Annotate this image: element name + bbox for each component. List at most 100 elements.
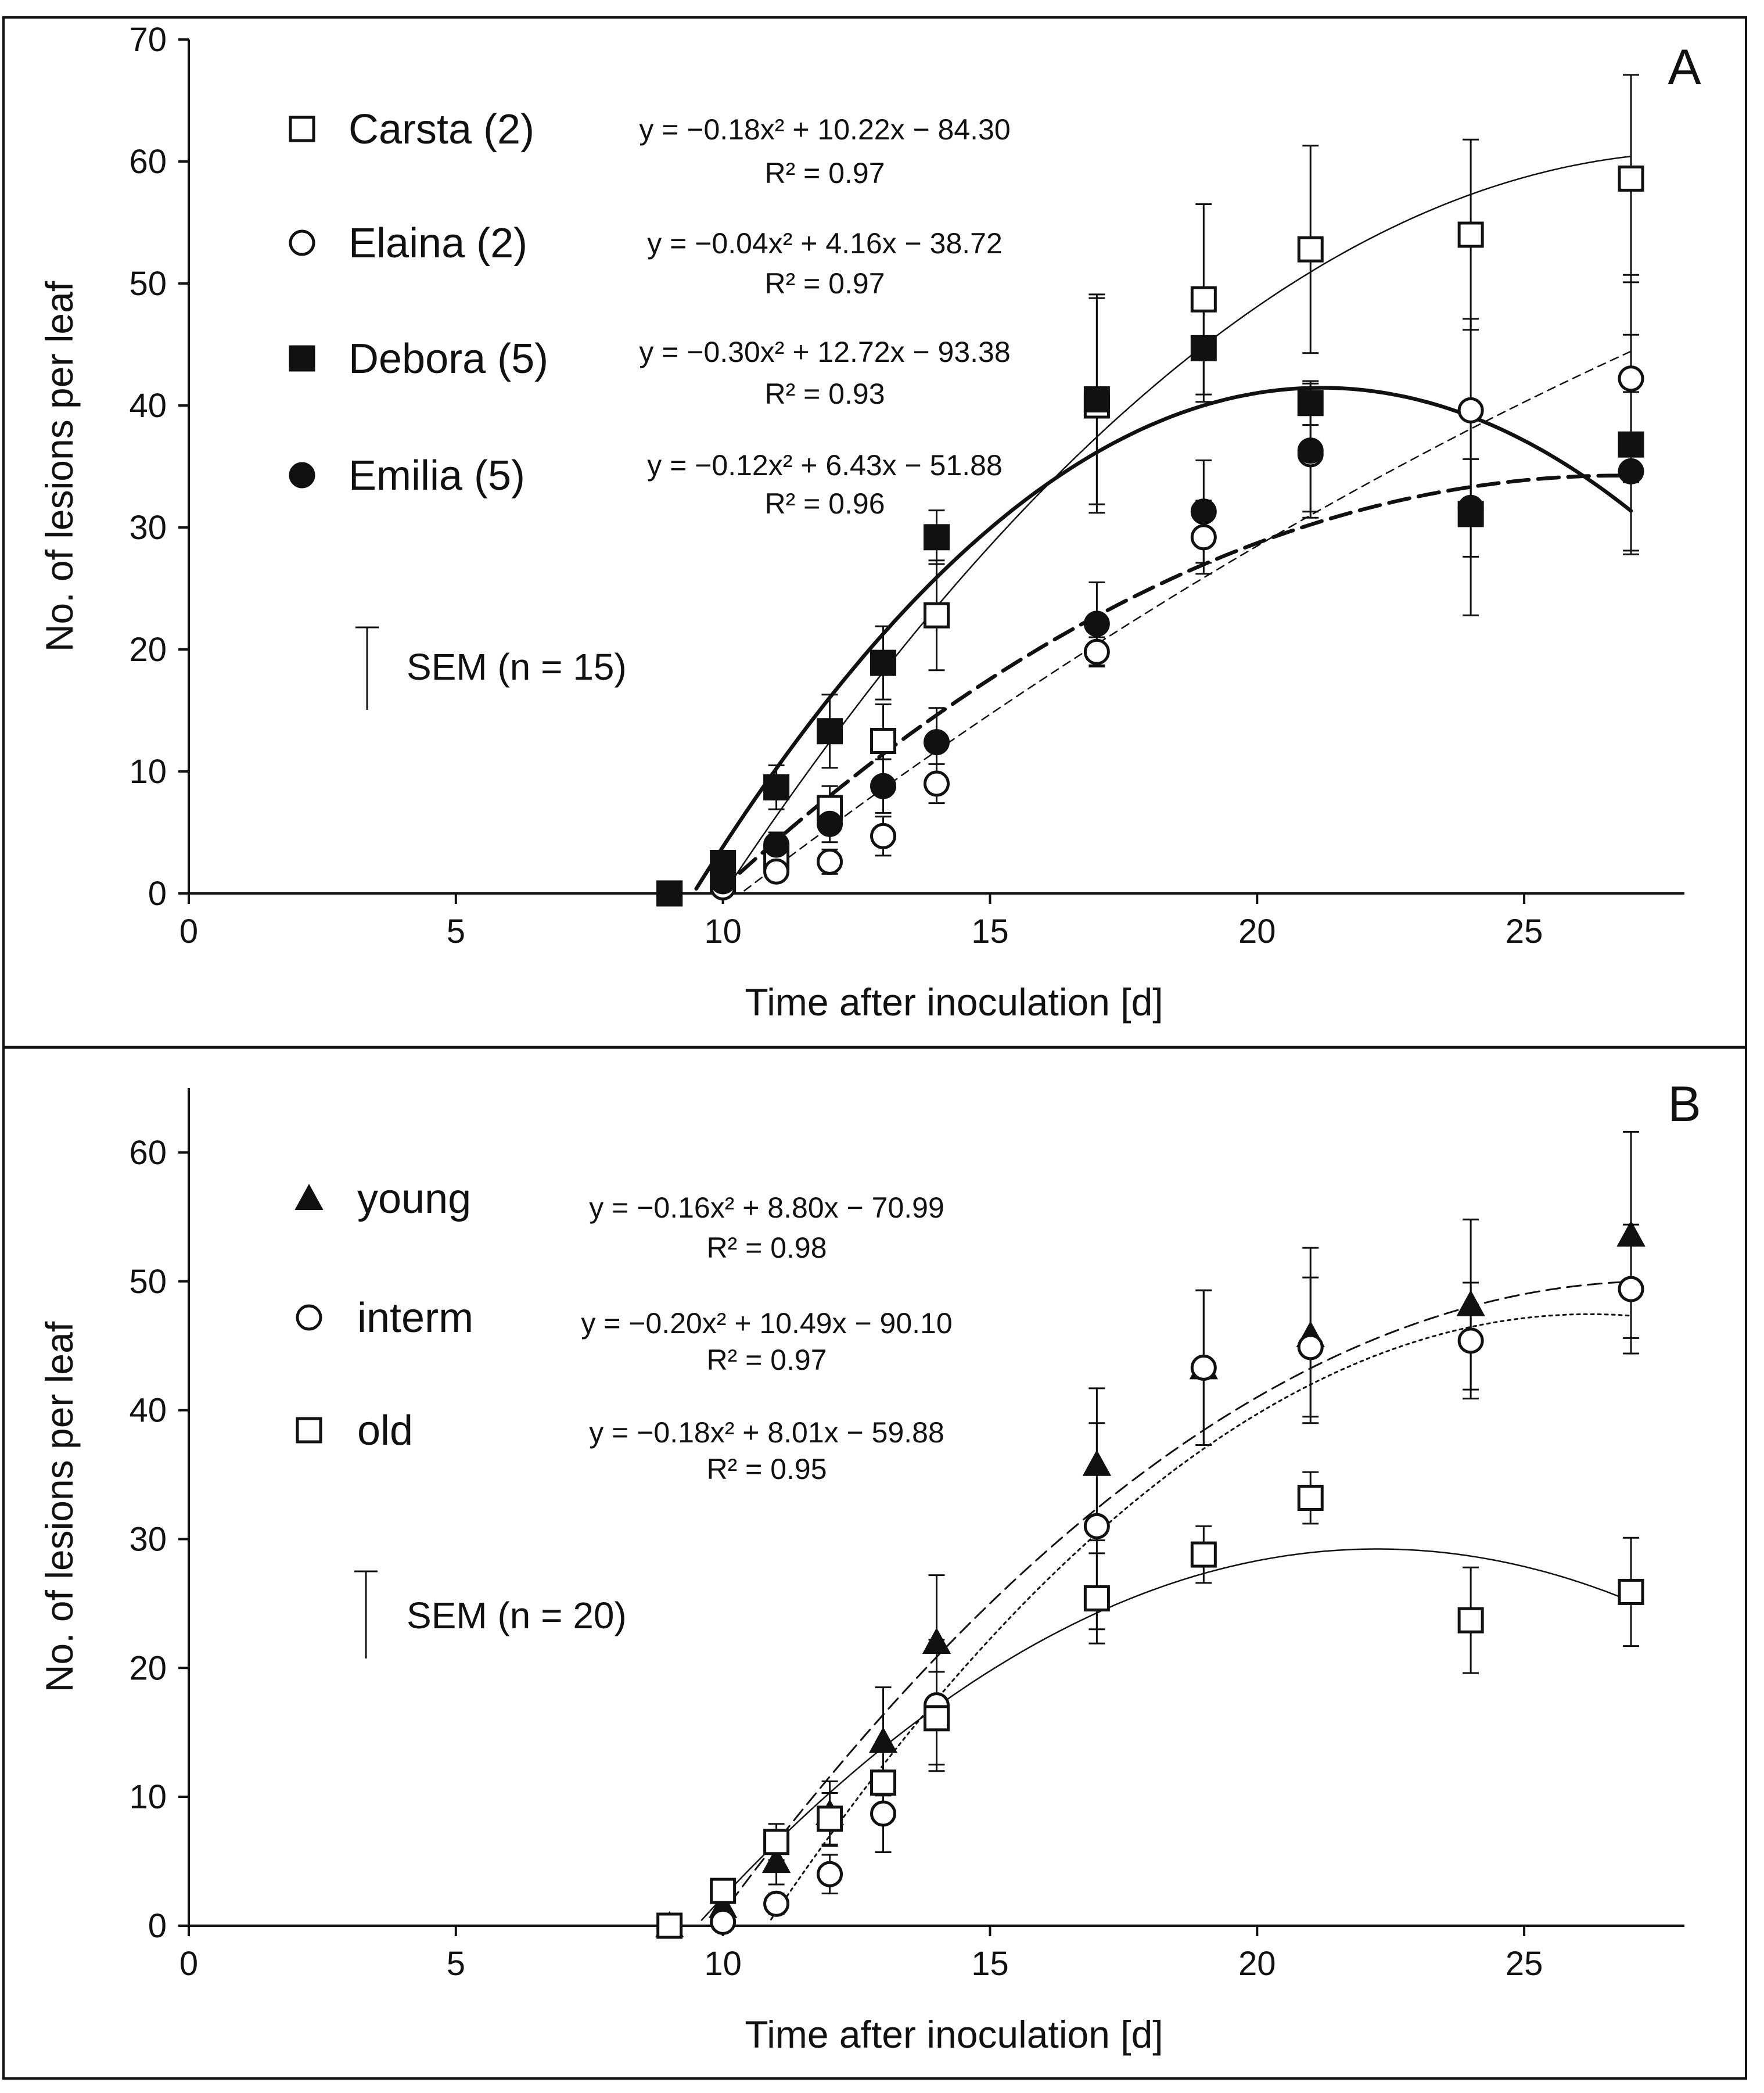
data-point-debora (817, 718, 843, 745)
data-point-emilia (1190, 498, 1217, 525)
data-point-carsta (924, 602, 950, 629)
fit-r-squared: R² = 0.93 (764, 378, 885, 410)
data-point-old (656, 1912, 683, 1939)
y-tick-label: 20 (129, 1649, 167, 1687)
data-point-old (1297, 1484, 1324, 1511)
data-point-emilia (763, 831, 790, 858)
y-tick-label: 50 (129, 265, 167, 303)
legend-label: Emilia (5) (349, 453, 525, 499)
data-point-interm (710, 1908, 737, 1935)
x-tick-label: 0 (179, 1945, 198, 1983)
fit-curve-carsta (727, 155, 1632, 888)
fit-r-squared: R² = 0.97 (706, 1344, 827, 1376)
x-axis-title: Time after inoculation [d] (745, 981, 1163, 1024)
data-point-carsta (1457, 221, 1484, 248)
data-point-interm (763, 1890, 790, 1917)
x-tick-label: 5 (447, 1945, 465, 1983)
data-point-debora (1297, 390, 1324, 417)
legend-marker-emilia (289, 462, 315, 489)
y-axis-title: No. of lesions per leaf (38, 281, 81, 652)
data-point-emilia (1297, 437, 1324, 464)
fit-r-squared: R² = 0.98 (706, 1232, 827, 1264)
data-point-elaina (1083, 638, 1110, 665)
fit-equation: y = −0.04x² + 4.16x − 38.72 (647, 227, 1003, 260)
data-point-emilia (870, 773, 897, 799)
data-point-interm (1190, 1354, 1217, 1381)
panel-letter: A (1668, 40, 1701, 95)
x-tick-label: 10 (704, 913, 742, 950)
x-tick-label: 25 (1506, 913, 1543, 950)
data-point-emilia (1083, 611, 1110, 637)
sem-label: SEM (n = 20) (407, 1595, 627, 1636)
data-point-debora (763, 774, 790, 800)
fit-equation: y = −0.12x² + 6.43x − 51.88 (647, 449, 1003, 482)
fit-r-squared: R² = 0.97 (764, 267, 885, 300)
data-point-elaina (924, 770, 950, 797)
data-point-old (1190, 1541, 1217, 1568)
legend-label: old (357, 1408, 413, 1454)
fit-r-squared: R² = 0.95 (706, 1453, 827, 1485)
fit-r-squared: R² = 0.96 (764, 487, 885, 520)
x-tick-label: 0 (179, 913, 198, 950)
data-point-emilia (817, 810, 843, 837)
data-point-elaina (1190, 524, 1217, 551)
fit-equation: y = −0.16x² + 8.80x − 70.99 (589, 1191, 944, 1224)
y-tick-label: 50 (129, 1263, 167, 1301)
y-tick-label: 10 (129, 1778, 167, 1816)
data-point-old (870, 1769, 897, 1796)
data-point-elaina (870, 823, 897, 849)
legend-marker-interm (296, 1304, 322, 1331)
data-point-old (1457, 1607, 1484, 1634)
data-point-old (817, 1805, 843, 1832)
sem-label: SEM (n = 15) (407, 646, 627, 688)
y-tick-label: 0 (148, 875, 167, 913)
data-point-old (924, 1705, 950, 1732)
y-tick-label: 20 (129, 631, 167, 669)
data-point-interm (1297, 1334, 1324, 1360)
fit-equation: y = −0.18x² + 10.22x − 84.30 (639, 113, 1010, 146)
x-axis-title: Time after inoculation [d] (745, 2013, 1163, 2056)
data-point-young (868, 1726, 898, 1753)
data-point-carsta (870, 728, 897, 754)
legend-label: Carsta (2) (349, 106, 534, 153)
legend-label: young (357, 1176, 471, 1222)
data-point-elaina (817, 848, 843, 875)
legend-label: Debora (5) (349, 336, 548, 382)
x-tick-label: 25 (1506, 1945, 1543, 1983)
y-tick-label: 60 (129, 1134, 167, 1172)
panel-a-chart: 0 10 20 30 40 50 60 70 0 5 10 15 20 25 Time after inoc… (38, 21, 1701, 1024)
data-point-interm (1457, 1327, 1484, 1354)
data-point-young (761, 1846, 791, 1873)
legend-marker-young (294, 1183, 324, 1210)
data-point-old (1083, 1585, 1110, 1612)
panel-letter: B (1668, 1076, 1701, 1132)
fit-curve-young (716, 1280, 1632, 1921)
panel-b-chart: 0 10 20 30 40 50 60 0 5 10 15 20 25 Time after inocul… (38, 1076, 1701, 2056)
y-tick-label: 40 (129, 1392, 167, 1430)
data-point-carsta (1297, 236, 1324, 263)
data-point-old (763, 1829, 790, 1855)
data-point-elaina (1457, 397, 1484, 423)
data-point-young (1456, 1290, 1485, 1316)
data-point-debora (1190, 335, 1217, 361)
data-point-young (1082, 1449, 1112, 1476)
fit-r-squared: R² = 0.97 (764, 157, 885, 189)
legend-marker-carsta (289, 116, 315, 142)
data-point-old (1618, 1578, 1644, 1605)
fit-equation: y = −0.20x² + 10.49x − 90.10 (581, 1307, 952, 1340)
data-point-old (710, 1877, 737, 1904)
data-point-debora (924, 524, 950, 551)
data-point-emilia (1618, 458, 1644, 484)
y-tick-label: 60 (129, 143, 167, 181)
data-point-debora (1083, 386, 1110, 412)
y-tick-label: 30 (129, 1520, 167, 1558)
data-point-debora (870, 649, 897, 676)
fit-curve-emilia (716, 473, 1633, 895)
x-tick-label: 20 (1238, 1945, 1276, 1983)
fit-equation: y = −0.18x² + 8.01x − 59.88 (589, 1416, 944, 1449)
data-point-emilia (1457, 494, 1484, 521)
data-point-interm (870, 1800, 897, 1827)
data-point-debora (1618, 431, 1644, 458)
data-point-young (1616, 1220, 1646, 1247)
